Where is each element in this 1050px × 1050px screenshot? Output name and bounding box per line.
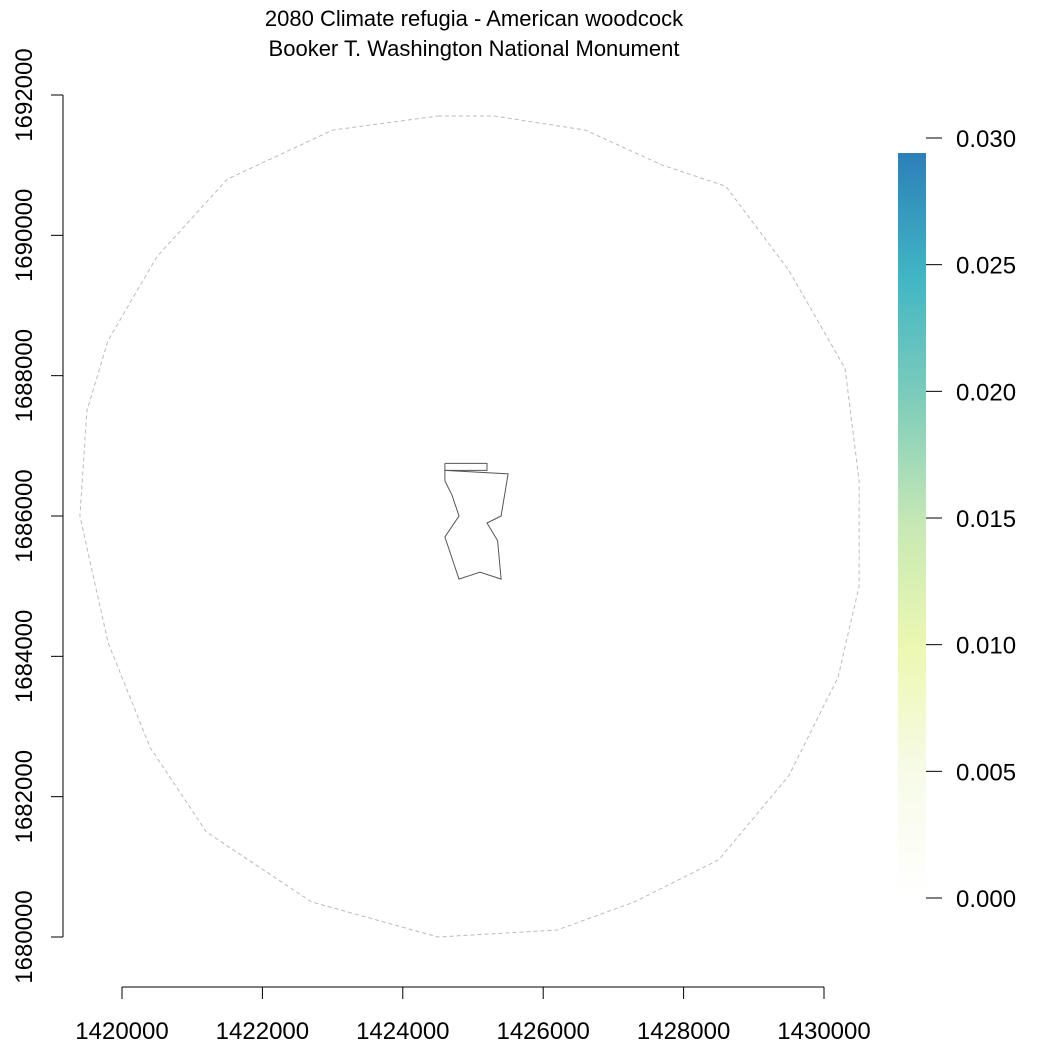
y-tick-label: 1686000 <box>11 469 38 562</box>
y-tick-label: 1684000 <box>11 610 38 703</box>
legend-tick-label: 0.020 <box>956 379 1016 406</box>
park-inset-rect <box>444 462 488 471</box>
park-boundary <box>444 469 509 580</box>
map-subtitle: Booker T. Washington National Monument <box>269 36 680 61</box>
y-tick-label: 1690000 <box>11 189 38 282</box>
legend-tick-label: 0.000 <box>956 886 1016 913</box>
x-tick-label: 1424000 <box>356 1018 449 1045</box>
legend-ticks: 0.000 0.005 0.010 0.015 0.020 0.025 0.030 <box>926 126 1016 913</box>
legend-tick-label: 0.005 <box>956 759 1016 786</box>
buffer-circle <box>79 115 860 938</box>
x-axis: 1420000 1422000 1424000 1426000 1428000 14300… <box>75 986 871 1045</box>
x-tick-label: 1420000 <box>75 1018 168 1045</box>
legend-color-bar <box>898 153 926 898</box>
y-tick-label: 1682000 <box>11 750 38 843</box>
y-axis: 1680000 1682000 1684000 1686000 1688000 16900… <box>11 48 64 984</box>
x-tick-label: 1422000 <box>216 1018 309 1045</box>
x-tick-label: 1428000 <box>637 1018 730 1045</box>
legend-tick-label: 0.010 <box>956 633 1016 660</box>
x-tick-label: 1426000 <box>496 1018 589 1045</box>
y-tick-label: 1692000 <box>11 48 38 141</box>
y-tick-label: 1688000 <box>11 329 38 422</box>
x-tick-label: 1430000 <box>777 1018 870 1045</box>
legend-tick-label: 0.030 <box>956 126 1016 153</box>
map-title: 2080 Climate refugia - American woodcock <box>265 6 684 31</box>
y-tick-label: 1680000 <box>11 890 38 983</box>
legend-tick-label: 0.025 <box>956 253 1016 280</box>
legend-tick-label: 0.015 <box>956 506 1016 533</box>
